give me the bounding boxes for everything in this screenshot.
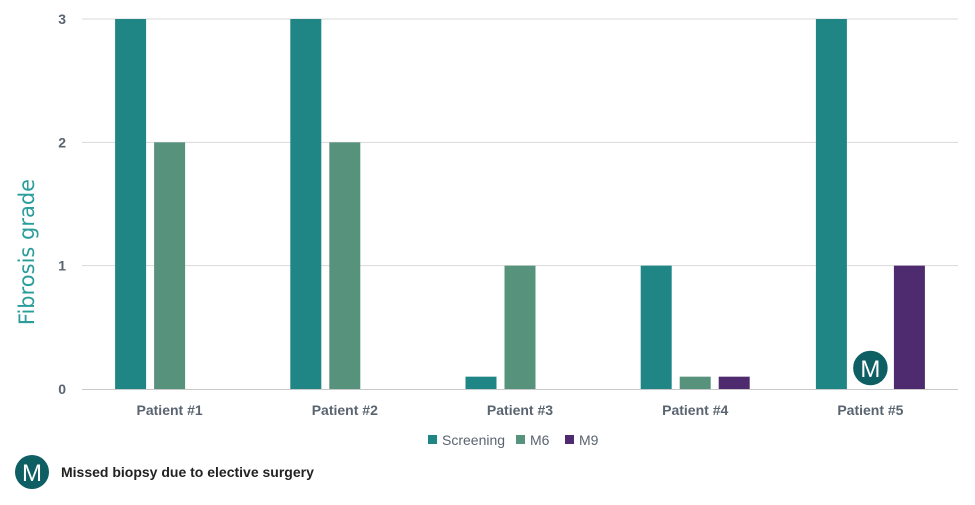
annotation-symbol: M	[860, 356, 880, 383]
x-tick-label: Patient #4	[662, 402, 728, 418]
legend-label: Screening	[442, 432, 505, 448]
bar-m6-4	[679, 376, 711, 389]
bar-screening-1	[115, 19, 147, 389]
footnote-symbol: M	[22, 460, 42, 487]
legend-swatch	[516, 435, 525, 444]
x-tick-labels: Patient #1 Patient #2 Patient #3 Patient #4…	[137, 402, 904, 418]
legend-swatch	[565, 435, 574, 444]
bar-screening-3	[465, 376, 497, 389]
annotations: M	[851, 349, 890, 387]
legend-label: M6	[530, 432, 550, 448]
x-tick-label: Patient #2	[312, 402, 378, 418]
legend: Screening M6 M9	[428, 432, 599, 448]
bars	[115, 19, 925, 389]
missed-biopsy-annotation-icon	[851, 349, 890, 387]
x-tick-label: Patient #5	[837, 402, 903, 418]
legend-swatch	[428, 435, 437, 444]
y-tick-labels: 0 1 2 3	[58, 11, 66, 397]
bar-m6-1	[154, 142, 186, 389]
bar-m9-4	[718, 376, 750, 389]
y-tick-label: 2	[58, 134, 66, 150]
y-tick-label: 0	[58, 381, 66, 397]
x-tick-label: Patient #1	[137, 402, 203, 418]
bar-m6-3	[504, 265, 536, 389]
bar-m6-2	[329, 142, 361, 389]
bar-screening-4	[640, 265, 672, 389]
missed-biopsy-marker-icon	[15, 455, 49, 489]
footnote: M Missed biopsy due to elective surgery	[15, 455, 314, 489]
y-axis-title: Fibrosis grade	[15, 179, 39, 325]
footnote-text: Missed biopsy due to elective surgery	[61, 464, 314, 480]
legend-label: M9	[579, 432, 599, 448]
bar-m9-5	[893, 265, 925, 389]
x-tick-label: Patient #3	[487, 402, 553, 418]
y-tick-label: 1	[58, 258, 66, 274]
bar-screening-5	[815, 19, 847, 389]
y-tick-label: 3	[58, 11, 66, 27]
bar-screening-2	[290, 19, 322, 389]
